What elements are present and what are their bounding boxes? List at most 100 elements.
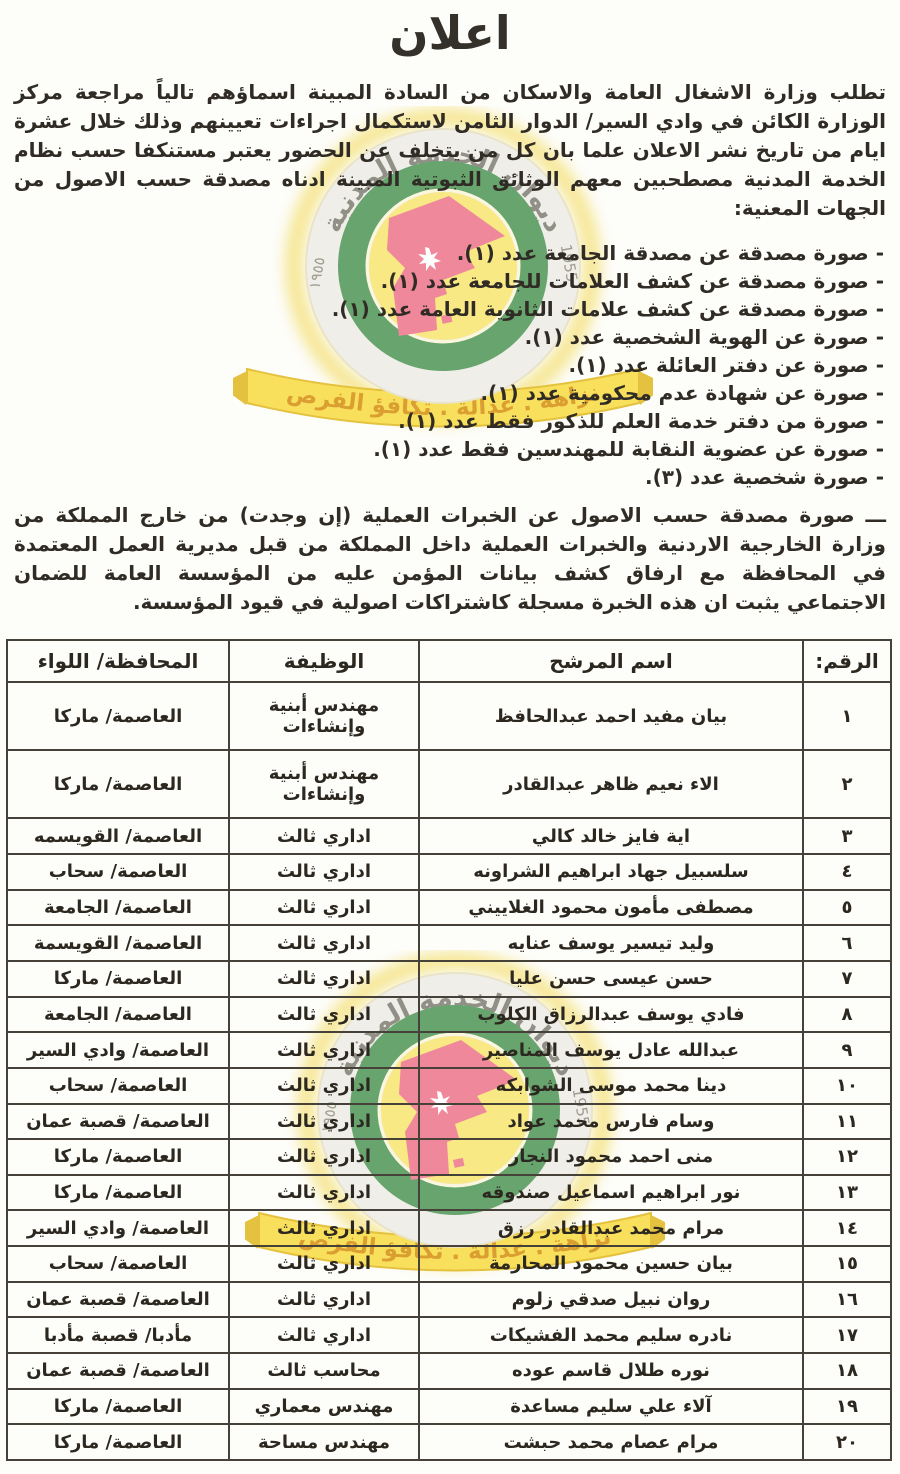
job-title-cell: اداري ثالث (228, 1245, 420, 1283)
candidate-name-cell: فادي يوسف عبدالرزاق الكلوب (418, 995, 804, 1034)
job-title-cell: محاسب ثالث (228, 1351, 420, 1390)
job-title-cell: اداري ثالث (228, 853, 420, 891)
row-number-cell: ١٨ (802, 1351, 892, 1390)
district-cell: العاصمة/ قصبة عمان (6, 1280, 230, 1319)
requirement-item: صورة عن الهوية الشخصية عدد (١). (0, 323, 884, 351)
table-row: ١٢ منى احمد محمود النجار اداري ثالث العاصمة… (6, 1138, 892, 1176)
candidate-name-cell: آلاء علي سليم مساعدة (418, 1387, 804, 1426)
job-title-cell: اداري ثالث (228, 959, 420, 998)
scanned-announcement-page: نزاهة . عدالة . تكافؤ الفرص ديوان الخدمة… (0, 6, 900, 1474)
table-row: ٩ عبدالله عادل يوسف المناصير اداري ثالث الع… (6, 1031, 892, 1069)
experience-note-paragraph: ـــ صورة مصدقة حسب الاصول عن الخبرات الع… (14, 503, 886, 614)
district-cell: العاصمة/ ماركا (6, 1423, 230, 1461)
row-number-cell: ٦ (802, 924, 892, 962)
requirement-item: صورة من دفتر خدمة العلم للذكور فقط عدد (… (0, 407, 884, 435)
intro-paragraph: تطلب وزارة الاشغال العامة والاسكان من ال… (14, 80, 886, 220)
job-title-cell: اداري ثالث (228, 1280, 420, 1319)
row-number-cell: ٤ (802, 853, 892, 891)
requirement-item: صورة عن دفتر العائلة عدد (١). (0, 351, 884, 379)
district-cell: العاصمة/ قصبة عمان (6, 1351, 230, 1390)
district-cell: العاصمة/ الجامعة (6, 888, 230, 927)
district-cell: العاصمة/ ماركا (6, 959, 230, 998)
job-title-cell: مهندس أبنية وإنشاءات (228, 680, 420, 752)
table-row: ٧ حسن عيسى حسن عليا اداري ثالث العاصمة/ مار… (6, 959, 892, 998)
row-number-cell: ١٠ (802, 1066, 892, 1105)
district-cell: العاصمة/ القويسمه (6, 817, 230, 856)
table-row: ٢٠ مرام عصام محمد حبشت مهندس مساحة العاصمة/… (6, 1423, 892, 1461)
district-cell: العاصمة/ ماركا (6, 1387, 230, 1426)
page-title: اعلان (389, 6, 511, 60)
job-title-cell: اداري ثالث (228, 1066, 420, 1105)
candidate-name-cell: اية فايز خالد كالي (418, 817, 804, 856)
table-body: ١ بيان مفيد احمد عبدالحافظ مهندس أبنية وإن… (6, 680, 892, 1461)
table-row: ٣ اية فايز خالد كالي اداري ثالث العاصمة/ ال… (6, 817, 892, 856)
district-cell: العاصمة/ قصبة عمان (6, 1102, 230, 1141)
candidate-name-cell: بيان مفيد احمد عبدالحافظ (418, 680, 804, 752)
job-title-cell: اداري ثالث (228, 1173, 420, 1212)
table-row: ٤ سلسبيل جهاد ابراهيم الشراونه اداري ثالث ا… (6, 853, 892, 891)
candidate-name-cell: بيان حسين محمود المحارمة (418, 1245, 804, 1283)
row-number-cell: ٧ (802, 959, 892, 998)
table-header-row: الرقم: اسم المرشح الوظيفة المحافظة/ اللواء (6, 639, 892, 683)
column-header: الوظيفة (228, 639, 420, 683)
district-cell: العاصمة/ ماركا (6, 1138, 230, 1176)
district-cell: العاصمة/ ماركا (6, 749, 230, 820)
job-title-cell: اداري ثالث (228, 924, 420, 962)
job-title-cell: اداري ثالث (228, 817, 420, 856)
job-title-cell: اداري ثالث (228, 1209, 420, 1248)
row-number-cell: ٥ (802, 888, 892, 927)
district-cell: العاصمة/ وادي السير (6, 1031, 230, 1069)
table-row: ١٧ نادره سليم محمد الفشيكات اداري ثالث مأدب… (6, 1316, 892, 1354)
column-header: اسم المرشح (418, 639, 804, 683)
candidate-name-cell: مرام عصام محمد حبشت (418, 1423, 804, 1461)
table-row: ١ بيان مفيد احمد عبدالحافظ مهندس أبنية وإن… (6, 680, 892, 752)
candidate-name-cell: نوره طلال قاسم عوده (418, 1351, 804, 1390)
job-title-cell: اداري ثالث (228, 1316, 420, 1354)
row-number-cell: ١١ (802, 1102, 892, 1141)
table-row: ١٠ دينا محمد موسى الشوابكه اداري ثالث العاص… (6, 1066, 892, 1105)
requirements-list: صورة مصدقة عن مصدقة الجامعة عدد (١).صورة… (0, 239, 884, 491)
job-title-cell: اداري ثالث (228, 1031, 420, 1069)
table-row: ٥ مصطفى مأمون محمود الغلاييني اداري ثالث ال… (6, 888, 892, 927)
district-cell: العاصمة/ سحاب (6, 1245, 230, 1283)
requirement-item: صورة عن عضوية النقابة للمهندسين فقط عدد … (0, 435, 884, 463)
row-number-cell: ١٤ (802, 1209, 892, 1248)
table-row: ٨ فادي يوسف عبدالرزاق الكلوب اداري ثالث الع… (6, 995, 892, 1034)
district-cell: العاصمة/ الجامعة (6, 995, 230, 1034)
job-title-cell: اداري ثالث (228, 888, 420, 927)
row-number-cell: ٣ (802, 817, 892, 856)
table-row: ٢ الاء نعيم ظاهر عبدالقادر مهندس أبنية وإن… (6, 749, 892, 820)
candidate-name-cell: روان نبيل صدقي زلوم (418, 1280, 804, 1319)
job-title-cell: مهندس معماري (228, 1387, 420, 1426)
table-row: ١٤ مرام محمد عبدالقادر رزق اداري ثالث العاص… (6, 1209, 892, 1248)
candidate-name-cell: نور ابراهيم اسماعيل صندوقه (418, 1173, 804, 1212)
table-row: ١٦ روان نبيل صدقي زلوم اداري ثالث العاصمة/ … (6, 1280, 892, 1319)
column-header: الرقم: (802, 639, 892, 683)
table-row: ٦ وليد تيسير يوسف عنايه اداري ثالث العاصمة/… (6, 924, 892, 962)
candidate-name-cell: مصطفى مأمون محمود الغلاييني (418, 888, 804, 927)
candidate-name-cell: عبدالله عادل يوسف المناصير (418, 1031, 804, 1069)
row-number-cell: ١٢ (802, 1138, 892, 1176)
candidate-name-cell: حسن عيسى حسن عليا (418, 959, 804, 998)
table-row: ١١ وسام فارس محمد عواد اداري ثالث العاصمة/ … (6, 1102, 892, 1141)
table-row: ١٥ بيان حسين محمود المحارمة اداري ثالث العا… (6, 1245, 892, 1283)
candidate-name-cell: سلسبيل جهاد ابراهيم الشراونه (418, 853, 804, 891)
district-cell: العاصمة/ القويسمة (6, 924, 230, 962)
table-row: ١٩ آلاء علي سليم مساعدة مهندس معماري العاصم… (6, 1387, 892, 1426)
district-cell: العاصمة/ وادي السير (6, 1209, 230, 1248)
candidate-name-cell: الاء نعيم ظاهر عبدالقادر (418, 749, 804, 820)
row-number-cell: ١٥ (802, 1245, 892, 1283)
district-cell: العاصمة/ سحاب (6, 853, 230, 891)
table-row: ١٣ نور ابراهيم اسماعيل صندوقه اداري ثالث ال… (6, 1173, 892, 1212)
candidates-table: الرقم: اسم المرشح الوظيفة المحافظة/ اللواء … (6, 639, 892, 1461)
requirement-item: صورة مصدقة عن كشف علامات الثانوية العامة… (0, 295, 884, 323)
requirement-item: صورة شخصية عدد (٣). (0, 463, 884, 491)
district-cell: العاصمة/ ماركا (6, 680, 230, 752)
district-cell: العاصمة/ سحاب (6, 1066, 230, 1105)
requirement-item: صورة مصدقة عن كشف العلامات للجامعة عدد (… (0, 267, 884, 295)
candidate-name-cell: مرام محمد عبدالقادر رزق (418, 1209, 804, 1248)
row-number-cell: ٨ (802, 995, 892, 1034)
job-title-cell: اداري ثالث (228, 995, 420, 1034)
row-number-cell: ١٣ (802, 1173, 892, 1212)
job-title-cell: اداري ثالث (228, 1102, 420, 1141)
